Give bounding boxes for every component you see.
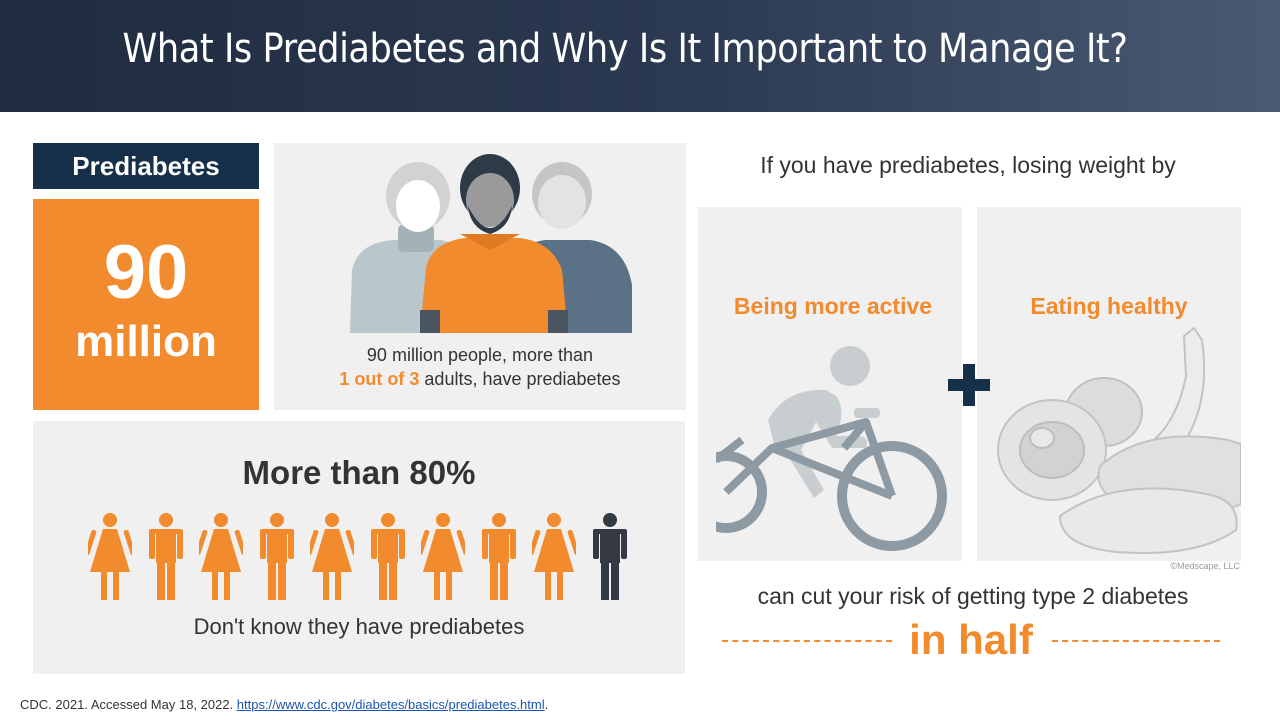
man-figure-icon [259,513,294,600]
people-caption-line1: 90 million people, more than [366,345,594,365]
title-bar: What Is Prediabetes and Why Is It Import… [0,0,1280,112]
people-caption-rest: adults, have prediabetes [419,369,621,389]
healthy-label: Eating healthy [1030,293,1188,319]
woman-figure-icon [310,513,354,600]
in-half-row: in half [722,616,1220,664]
left-dash-divider [722,640,892,642]
image-credit: ©Medscape, LLC [1170,561,1240,571]
source-link[interactable]: https://www.cdc.gov/diabetes/basics/pred… [236,697,545,712]
unaware-title: More than 80% [242,454,476,491]
prediabetes-stat-box: 90 million [33,199,259,410]
result-text: can cut your risk of getting type 2 diab… [757,583,1189,609]
woman-figure-icon [421,513,465,600]
source-trailing: . [544,697,549,712]
prediabetes-label: Prediabetes [33,143,259,189]
weight-intro: If you have prediabetes, losing weight b… [760,152,1176,178]
healthy-food-icon [997,326,1241,555]
man-figure-icon [592,513,627,600]
unaware-panel [33,421,685,674]
page-title: What Is Prediabetes and Why Is It Import… [122,26,1128,72]
man-figure-icon [481,513,516,600]
woman-figure-icon [88,513,132,600]
people-caption: 90 million people, more than 1 out of 3 … [274,343,686,391]
people-figure-row [88,512,648,602]
people-caption-highlight: 1 out of 3 [339,369,420,389]
cyclist-icon [716,346,947,551]
source-citation: CDC. 2021. Accessed May 18, 2022. https:… [20,697,548,712]
woman-figure-icon [199,513,243,600]
people-illustration-icon [350,154,632,333]
active-card [698,207,962,561]
plus-icon [948,364,990,406]
prediabetes-unit: million [75,317,217,366]
man-figure-icon [370,513,405,600]
unaware-caption: Don't know they have prediabetes [193,614,525,639]
woman-figure-icon [532,513,576,600]
prediabetes-number: 90 [103,230,189,315]
man-figure-icon [148,513,183,600]
right-dash-divider [1052,640,1220,642]
source-text: CDC. 2021. Accessed May 18, 2022. [20,697,237,712]
in-half-emphasis: in half [909,616,1033,663]
active-label: Being more active [733,293,933,319]
